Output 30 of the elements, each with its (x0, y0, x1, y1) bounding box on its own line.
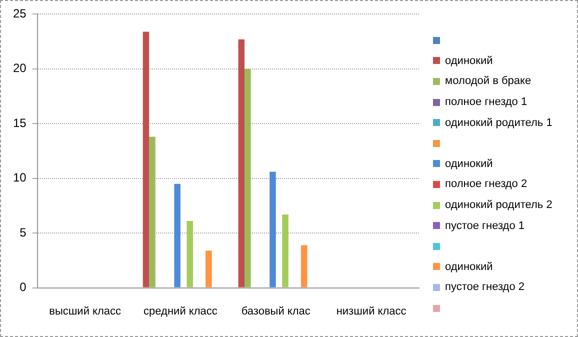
bar (142, 32, 150, 288)
legend-label: одинокий (445, 158, 493, 170)
y-tick-label: 0 (20, 280, 27, 294)
bar (186, 221, 194, 288)
bar (282, 214, 288, 288)
legend-label: пустое гнездо 2 (445, 281, 525, 294)
bar (238, 39, 245, 288)
legend-label: одинокий родитель 1 (445, 116, 552, 129)
bar (244, 68, 251, 288)
y-tick-label: 20 (12, 61, 27, 76)
legend-label: полное гнездо 1 (445, 96, 528, 108)
bar (149, 136, 156, 288)
y-tick-label: 10 (12, 170, 27, 185)
legend-label: пустое гнездо 1 (445, 220, 525, 232)
y-tick-label: 15 (12, 116, 27, 130)
bar (300, 245, 308, 288)
bar (174, 184, 180, 288)
y-tick-label: 5 (20, 225, 27, 240)
x-tick-label: низший класс (336, 305, 407, 318)
legend-label: полное гнездо 2 (445, 178, 528, 190)
legend-label: одинокий (445, 54, 493, 67)
legend-label: одинокий (445, 260, 493, 273)
bar (206, 250, 212, 288)
legend-label: молодой в браке (445, 75, 532, 88)
y-tick-label: 25 (12, 6, 27, 21)
x-tick-label: базовый клас (241, 305, 311, 318)
x-tick-label: средний класс (144, 305, 218, 318)
legend-label: одинокий родитель 2 (445, 199, 552, 212)
bar (270, 172, 276, 288)
x-tick-label: высший класс (49, 305, 122, 318)
